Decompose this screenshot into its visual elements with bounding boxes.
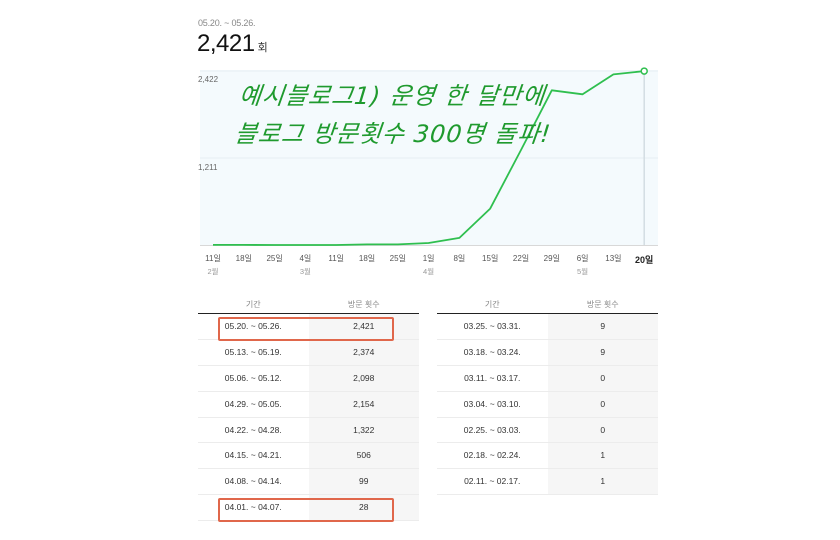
x-tick-label: 18일 <box>358 254 376 263</box>
x-tick-label: 25일 <box>389 254 406 263</box>
handwritten-annotation: 예시블로그1) 운영 한 달만에 블로그 방문횟수 300명 돌파! <box>233 77 557 153</box>
period-cell: 05.20. ~ 05.26. <box>224 321 282 331</box>
table-row: 04.29. ~ 05.05. 2,154 <box>198 391 419 418</box>
summary-value: 2,421 회 <box>197 30 268 58</box>
count-cell: 0 <box>547 417 658 443</box>
x-tick-label: 15일 <box>482 254 499 263</box>
header-period: 기간 <box>245 300 261 309</box>
table-row: 05.13. ~ 05.19. 2,374 <box>198 339 419 366</box>
table-row: 03.25. ~ 03.31. 9 <box>437 314 658 340</box>
x-month-label: 2월 <box>207 267 219 276</box>
x-tick-label: 20일 <box>635 255 654 265</box>
x-month-label: 4월 <box>423 267 435 276</box>
count-cell: 2,098 <box>308 365 419 391</box>
table-row: 05.20. ~ 05.26. 2,421 <box>198 314 419 340</box>
weekly-visits-table-left: 기간 방문 횟수 05.20. ~ 05.26. 2,421 05.13. ~ 05… <box>198 296 419 522</box>
x-tick-label: 11일 <box>328 254 345 263</box>
count-cell: 1 <box>547 469 658 495</box>
period-cell: 03.11. ~ 03.17. <box>464 372 521 383</box>
annotation-line-2: 블로그 방문횟수 300명 돌파! <box>233 120 553 148</box>
table-row: 03.18. ~ 03.24. 9 <box>437 339 658 366</box>
x-month-label: 5월 <box>577 267 589 276</box>
table-row: 04.08. ~ 04.14. 99 <box>198 469 419 496</box>
y-tick-mid: 1,211 <box>198 163 218 172</box>
count-cell: 1,322 <box>308 417 419 443</box>
count-cell: 9 <box>547 339 658 365</box>
summary-unit: 회 <box>257 42 268 54</box>
count-cell: 0 <box>547 365 658 391</box>
count-cell: 2,374 <box>308 339 419 365</box>
period-cell: 04.15. ~ 04.21. <box>224 450 282 461</box>
table-row: 02.11. ~ 02.17. 1 <box>437 469 658 496</box>
y-tick-max: 2,422 <box>198 75 219 84</box>
period-cell: 05.13. ~ 05.19. <box>224 346 282 357</box>
period-cell: 03.25. ~ 03.31. <box>463 321 521 331</box>
period-cell: 04.22. ~ 04.28. <box>224 424 282 435</box>
count-cell: 2,421 <box>308 314 419 339</box>
period-cell: 04.01. ~ 04.07. <box>224 502 282 513</box>
chart-canvas <box>200 67 658 246</box>
x-tick-label: 8일 <box>453 254 466 263</box>
weekly-visits-table-right: 기간 방문 횟수 03.25. ~ 03.31. 9 03.18. ~ 03.24.… <box>437 296 658 496</box>
count-cell: 9 <box>547 314 658 339</box>
period-cell: 03.18. ~ 03.24. <box>463 346 521 357</box>
period-cell: 05.06. ~ 05.12. <box>224 372 282 383</box>
x-tick-label: 1일 <box>422 254 435 263</box>
period-cell: 02.11. ~ 02.17. <box>464 476 521 487</box>
count-cell: 1 <box>547 443 658 469</box>
x-month-label: 3월 <box>299 267 311 276</box>
x-tick-label: 6일 <box>576 254 589 263</box>
x-tick-label: 25일 <box>266 254 283 263</box>
x-tick-label: 18일 <box>235 254 252 263</box>
table-row: 04.15. ~ 04.21. 506 <box>198 443 419 470</box>
x-tick-label: 4일 <box>299 254 312 263</box>
table-row: 03.04. ~ 03.10. 0 <box>437 391 658 418</box>
highlighted-point <box>640 67 648 75</box>
count-cell: 28 <box>308 495 419 521</box>
x-tick-label: 13일 <box>605 254 622 263</box>
period-cell: 03.04. ~ 03.10. <box>463 398 521 409</box>
visits-line <box>213 70 645 246</box>
count-cell: 506 <box>308 443 419 469</box>
table-row: 02.18. ~ 02.24. 1 <box>437 443 658 470</box>
table-row: 03.11. ~ 03.17. 0 <box>437 365 658 392</box>
count-cell: 0 <box>547 391 658 417</box>
x-tick-label: 11일 <box>205 254 221 263</box>
table-header: 기간 방문 횟수 <box>198 296 419 314</box>
count-cell: 2,154 <box>308 391 419 417</box>
summary-count: 2,421 <box>197 30 255 57</box>
header-count: 방문 횟수 <box>586 300 619 309</box>
summary-range: 05.20. ~ 05.26. <box>198 18 256 28</box>
table-row: 04.01. ~ 04.07. 28 <box>198 495 419 522</box>
header-period: 기간 <box>484 300 500 309</box>
header-count: 방문 횟수 <box>347 300 380 309</box>
visits-line-chart: 2,422 1,211 11일 18일 25일 4일 11일 18일 25일 1일 8일 15일 2… <box>198 67 658 276</box>
table-header: 기간 방문 횟수 <box>437 296 658 314</box>
x-tick-label: 22일 <box>512 254 530 263</box>
x-tick-label: 29일 <box>543 254 560 263</box>
period-cell: 02.18. ~ 02.24. <box>463 450 521 461</box>
table-row: 04.22. ~ 04.28. 1,322 <box>198 417 419 444</box>
annotation-line-1: 예시블로그1) 운영 한 달만에 <box>237 82 547 110</box>
period-cell: 02.25. ~ 03.03. <box>463 424 521 435</box>
period-cell: 04.29. ~ 05.05. <box>224 398 282 409</box>
table-row: 05.06. ~ 05.12. 2,098 <box>198 365 419 392</box>
count-cell: 99 <box>308 469 419 495</box>
period-cell: 04.08. ~ 04.14. <box>224 476 282 487</box>
table-row: 02.25. ~ 03.03. 0 <box>437 417 658 444</box>
